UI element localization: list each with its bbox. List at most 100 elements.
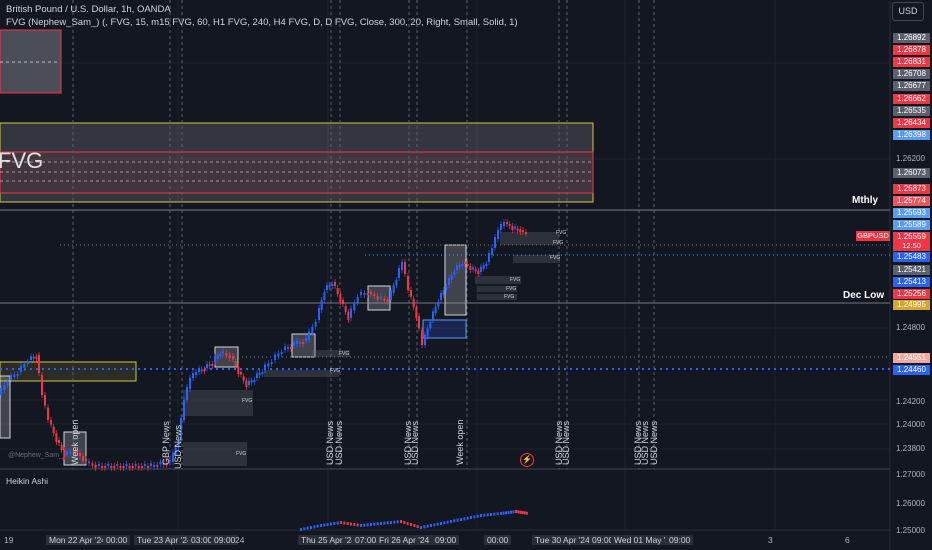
time-label: 03:00 bbox=[188, 535, 216, 545]
candle-body bbox=[440, 293, 442, 300]
ha-candle bbox=[515, 510, 517, 513]
candle-body bbox=[232, 356, 234, 360]
time-label: 00:00 bbox=[484, 535, 512, 545]
candle-body bbox=[308, 331, 310, 340]
candle-body bbox=[20, 366, 22, 372]
candle-body bbox=[44, 395, 46, 406]
lightning-icon[interactable]: ⚡ bbox=[520, 453, 534, 467]
candle-body bbox=[497, 230, 499, 239]
candle-body bbox=[390, 290, 392, 300]
candle-body bbox=[41, 375, 43, 395]
candle-body bbox=[370, 292, 372, 294]
candle-body bbox=[63, 450, 66, 457]
candle-body bbox=[474, 269, 477, 272]
candle-body bbox=[69, 451, 72, 454]
candle-body bbox=[198, 368, 200, 372]
candle-body bbox=[404, 262, 406, 274]
candle-body bbox=[261, 372, 264, 374]
candle-body bbox=[421, 330, 423, 345]
candle-body bbox=[216, 355, 219, 359]
candle-body bbox=[284, 346, 286, 350]
candle-body bbox=[274, 354, 276, 360]
candle-body bbox=[183, 400, 185, 420]
candle-body bbox=[525, 232, 527, 234]
candle-body bbox=[137, 466, 140, 468]
candle-body bbox=[107, 464, 110, 466]
axis-tick: 1.26200 bbox=[896, 154, 925, 163]
time-label: 07:00 bbox=[352, 535, 380, 545]
time-label: Wed 01 May '24 bbox=[611, 535, 678, 545]
candle-body bbox=[519, 229, 522, 232]
candle-body bbox=[172, 452, 174, 462]
ha-candle bbox=[343, 521, 346, 525]
price-label: 1.26434 bbox=[893, 118, 930, 128]
candle-body bbox=[82, 456, 84, 461]
candle-body bbox=[344, 306, 347, 312]
candle-body bbox=[256, 373, 258, 378]
candle-body bbox=[98, 464, 100, 466]
ha-candle bbox=[420, 526, 422, 529]
candle-body bbox=[110, 466, 113, 468]
candle-body bbox=[514, 226, 516, 229]
price-label: 1.25873 bbox=[893, 184, 930, 194]
ha-candle bbox=[436, 522, 439, 526]
ha-candle bbox=[507, 511, 510, 514]
ha-candle bbox=[476, 514, 479, 518]
time-label: 00:00 bbox=[103, 535, 131, 545]
candle-body bbox=[511, 226, 514, 230]
candle-body bbox=[6, 382, 9, 385]
ha-candle bbox=[346, 522, 349, 525]
author-watermark: @Nephew_Sam_ bbox=[8, 452, 63, 459]
candle-body bbox=[177, 442, 180, 448]
ha-candle bbox=[426, 524, 429, 528]
candle-body bbox=[302, 342, 304, 344]
ha-candle bbox=[413, 524, 416, 527]
candle-body bbox=[290, 347, 292, 349]
candle-body bbox=[228, 354, 231, 358]
ha-candle bbox=[386, 521, 389, 525]
symbol-price-tag[interactable]: GBPUSD bbox=[856, 231, 890, 241]
ha-candle bbox=[450, 520, 452, 523]
candle-body bbox=[58, 440, 60, 443]
candle-body bbox=[26, 362, 29, 364]
price-label: 1.26073 bbox=[893, 168, 930, 178]
candle-body bbox=[131, 466, 134, 468]
candle-body bbox=[453, 272, 456, 275]
subpane-title[interactable]: Heikin Ashi bbox=[6, 476, 49, 486]
ha-candle bbox=[453, 519, 456, 523]
candle-body bbox=[328, 284, 331, 288]
candle-body bbox=[206, 364, 208, 368]
price-label: 1.26878 bbox=[893, 45, 930, 55]
candle-body bbox=[318, 308, 320, 320]
candle-body bbox=[472, 267, 474, 270]
candle-body bbox=[214, 356, 216, 362]
candle-body bbox=[469, 266, 472, 270]
fvg-tag: FVG bbox=[550, 255, 561, 261]
fvg-tag: FVG bbox=[339, 351, 350, 357]
candle-body bbox=[426, 328, 429, 337]
currency-button[interactable]: USD bbox=[892, 2, 924, 21]
candle-body bbox=[125, 464, 128, 466]
candle-body bbox=[211, 364, 214, 366]
candle-body bbox=[72, 451, 75, 454]
candle-body bbox=[165, 463, 168, 466]
candle-body bbox=[376, 296, 379, 300]
chart-symbol-title[interactable]: British Pound / U.S. Dollar, 1h, OANDA bbox=[6, 4, 171, 15]
news-label: USD News bbox=[173, 424, 183, 469]
week-open-label: Week open bbox=[455, 419, 465, 465]
ha-candle bbox=[306, 526, 309, 530]
price-label: 1.26892 bbox=[893, 33, 930, 43]
fvg-tag: FVG bbox=[242, 398, 253, 404]
indicator-legend[interactable]: FVG (Nephew_Sam_) (, FVG, 15, m15 FVG, 6… bbox=[6, 17, 518, 28]
ha-candle bbox=[525, 511, 528, 515]
ha-candle bbox=[350, 522, 352, 526]
price-label: 1.25589 bbox=[893, 220, 930, 230]
ha-candle bbox=[443, 521, 446, 525]
axis-tick: 1.24800 bbox=[896, 323, 925, 332]
candle-body bbox=[480, 266, 482, 272]
candle-body bbox=[458, 264, 461, 268]
fvg-tag: FVG bbox=[510, 277, 521, 283]
candle-body bbox=[398, 268, 400, 278]
candle-body bbox=[119, 466, 122, 468]
